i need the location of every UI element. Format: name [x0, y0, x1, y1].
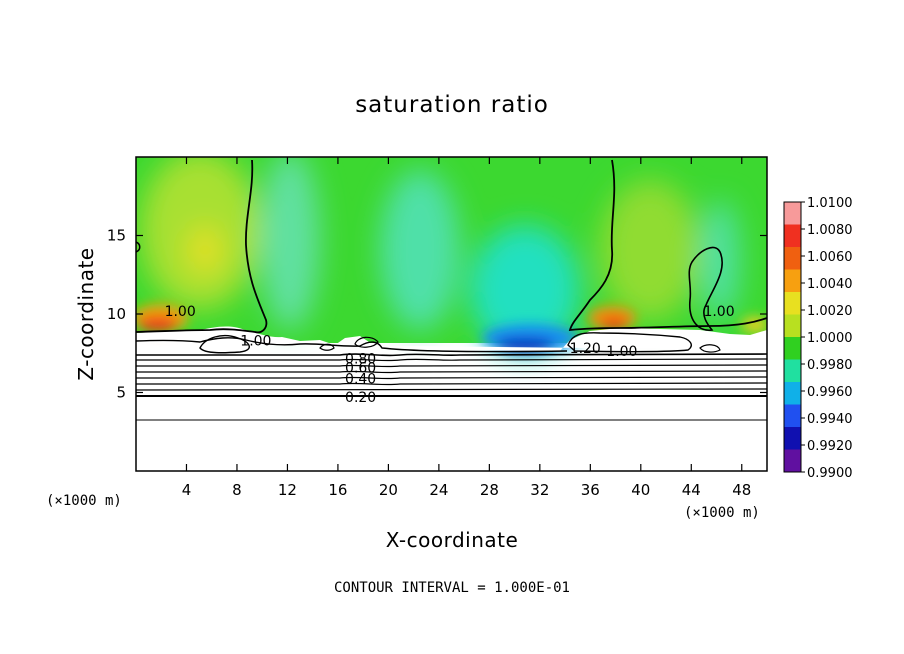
- contour-1.00-left: [136, 159, 268, 334]
- x-unit-label-left: (×1000 m): [46, 493, 122, 509]
- x-tick-label-5: 24: [429, 481, 448, 499]
- colorbar-label-0: 1.0100: [807, 196, 853, 211]
- x-unit-label-right: (×1000 m): [684, 505, 760, 521]
- contour-0.60: [136, 370, 767, 374]
- colorbar-swatch-11: [784, 449, 801, 473]
- colorbar-swatch-3: [784, 269, 801, 293]
- contour-cloud-bump: [199, 334, 250, 354]
- chart-title: saturation ratio: [355, 92, 549, 118]
- contour-0.30: [136, 388, 767, 391]
- x-tick-label-3: 16: [328, 481, 347, 499]
- contour-label-4: 0.40: [345, 371, 376, 387]
- field-region-cyan-band-1: [260, 157, 320, 330]
- contour-interval-note: CONTOUR INTERVAL = 1.000E-01: [334, 580, 570, 596]
- x-tick-label-4: 20: [379, 481, 398, 499]
- y-tick-label-0: 5: [116, 384, 126, 402]
- colorbar-swatch-5: [784, 314, 801, 338]
- colorbar-label-10: 0.9900: [807, 466, 853, 481]
- y-tick-label-1: 10: [107, 305, 126, 323]
- contour-0.80: [136, 358, 767, 362]
- x-axis-ticks: 4 8 12 16 20 24 28 32 36 40 44 48: [182, 157, 751, 499]
- contour-label-1: 1.00: [240, 334, 271, 350]
- x-tick-label-1: 8: [232, 481, 242, 499]
- plot-area: [136, 157, 767, 471]
- contour-small-cell-3: [699, 344, 721, 353]
- x-tick-label-8: 36: [581, 481, 600, 499]
- colorbar-swatch-2: [784, 247, 801, 270]
- contour-label-8: 1.00: [703, 304, 734, 320]
- y-axis-label: Z-coordinate: [74, 247, 98, 380]
- contour-label-6: 1.20: [570, 341, 601, 357]
- colorbar-label-2: 1.0060: [807, 250, 853, 265]
- x-tick-label-10: 44: [682, 481, 701, 499]
- colorbar-swatch-8: [784, 382, 801, 405]
- y-tick-label-2: 15: [107, 227, 126, 245]
- field-region-cyan-band-2: [380, 170, 460, 330]
- field-region-yellow-left: [189, 226, 221, 274]
- colorbar-swatch-4: [784, 292, 801, 315]
- contour-0.90: [136, 353, 767, 357]
- contour-label-2: 0.80: [345, 352, 376, 368]
- contour-cloud-top: [136, 337, 568, 353]
- colorbar-swatch-1: [784, 224, 801, 248]
- colorbar-swatch-10: [784, 427, 801, 450]
- contour-0.70: [136, 364, 767, 368]
- x-tick-label-9: 40: [631, 481, 650, 499]
- saturation-field-upper: [136, 157, 767, 355]
- field-region-yellow-right: [741, 317, 767, 333]
- x-tick-label-0: 4: [182, 481, 192, 499]
- contour-small-cell-1: [354, 336, 379, 348]
- colorbar-swatch-6: [784, 337, 801, 360]
- colorbar-label-3: 1.0040: [807, 277, 853, 292]
- contour-label-5: 0.20: [345, 390, 376, 406]
- contour-small-cell-2: [319, 343, 335, 351]
- colorbar-label-5: 1.0000: [807, 331, 853, 346]
- x-tick-label-6: 28: [480, 481, 499, 499]
- x-tick-label-11: 48: [732, 481, 751, 499]
- x-tick-label-2: 12: [278, 481, 297, 499]
- field-region-light-green-right: [600, 180, 700, 320]
- colorbar: 1.0100 1.0080 1.0060 1.0040 1.0020 1.0000 0.99…: [783, 196, 853, 481]
- contour-label-3: 0.60: [345, 360, 376, 376]
- colorbar-label-1: 1.0080: [807, 223, 853, 238]
- field-region-red-right: [600, 318, 628, 330]
- colorbar-label-7: 0.9960: [807, 385, 853, 400]
- colorbar-label-6: 0.9980: [807, 358, 853, 373]
- contour-label-0: 1.00: [165, 304, 196, 320]
- contour-0.40: [136, 382, 767, 386]
- colorbar-label-8: 0.9940: [807, 412, 853, 427]
- field-region-red-left: [138, 317, 178, 331]
- colorbar-swatch-9: [784, 404, 801, 428]
- colorbar-label-4: 1.0020: [807, 304, 853, 319]
- contour-1.00-right-blob: [688, 246, 723, 331]
- x-axis-label: X-coordinate: [386, 528, 519, 552]
- field-region-cyan-center: [470, 225, 580, 355]
- contour-labels: 1.00 1.00 0.800.600.40 0.20 1.20 1.00 1.00: [165, 304, 735, 406]
- contour-1.00-left-tick: [136, 241, 141, 253]
- colorbar-swatch-0: [784, 202, 801, 225]
- contour-0.50: [136, 376, 767, 380]
- contour-lines: [136, 159, 767, 421]
- contour-label-7: 1.00: [606, 344, 637, 360]
- contour-1.20-right: [567, 332, 692, 353]
- colorbar-swatch-7: [784, 359, 801, 383]
- colorbar-label-9: 0.9920: [807, 439, 853, 454]
- field-region-cyan-right: [700, 200, 740, 320]
- x-tick-label-7: 32: [530, 481, 549, 499]
- y-axis-ticks: 5 10 15: [107, 227, 767, 402]
